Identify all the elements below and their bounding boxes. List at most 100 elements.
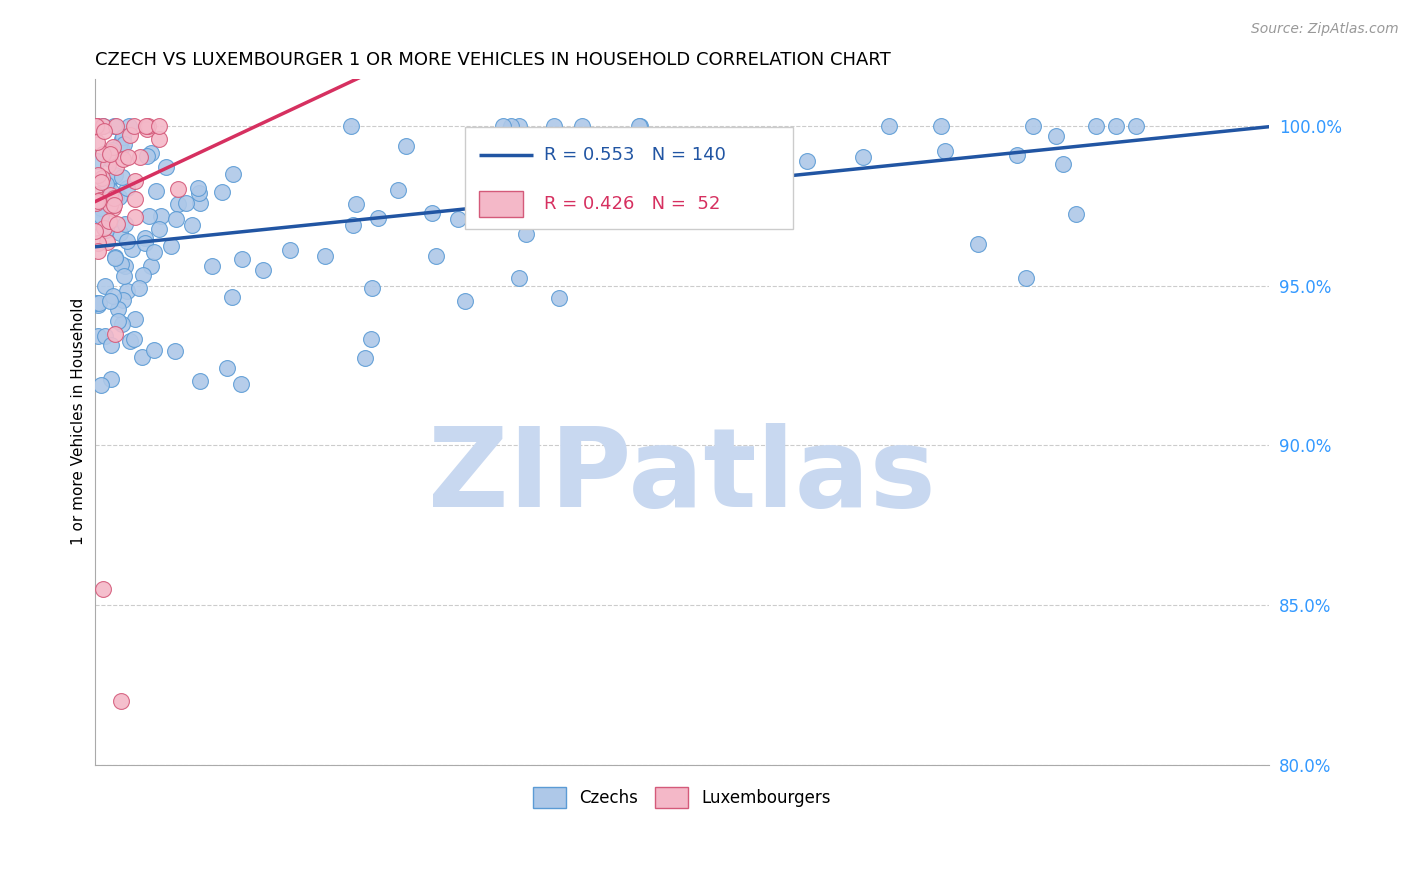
FancyBboxPatch shape bbox=[478, 191, 523, 217]
FancyBboxPatch shape bbox=[464, 127, 793, 229]
Point bbox=[425, 249, 447, 263]
Point bbox=[342, 219, 364, 233]
Point bbox=[188, 374, 211, 388]
Point bbox=[91, 120, 114, 134]
Point bbox=[215, 361, 238, 376]
Point bbox=[124, 210, 146, 224]
Point bbox=[606, 161, 628, 175]
Point bbox=[547, 291, 569, 305]
Point bbox=[91, 582, 114, 596]
Point bbox=[98, 198, 121, 212]
Point bbox=[134, 235, 156, 250]
Point bbox=[571, 120, 593, 134]
Point bbox=[111, 169, 134, 184]
Point bbox=[229, 377, 252, 392]
Point bbox=[454, 293, 477, 308]
Point bbox=[344, 196, 367, 211]
Point bbox=[118, 334, 141, 348]
Point bbox=[603, 179, 626, 194]
Point bbox=[112, 152, 135, 166]
Point bbox=[360, 332, 382, 346]
Point bbox=[84, 186, 107, 201]
Text: R = 0.553   N = 140: R = 0.553 N = 140 bbox=[544, 146, 727, 164]
Point bbox=[543, 120, 565, 134]
Point bbox=[163, 344, 186, 359]
Point bbox=[104, 168, 127, 182]
Point bbox=[110, 694, 132, 708]
Point bbox=[87, 194, 110, 209]
Point bbox=[1015, 271, 1038, 285]
Point bbox=[120, 128, 142, 142]
Point bbox=[110, 141, 132, 155]
Point bbox=[498, 130, 520, 145]
Point bbox=[252, 262, 274, 277]
Point bbox=[492, 120, 515, 134]
Point bbox=[472, 210, 495, 224]
Point bbox=[143, 244, 166, 259]
Point bbox=[111, 130, 134, 145]
Point bbox=[515, 227, 537, 241]
Point bbox=[101, 143, 124, 157]
Point bbox=[167, 182, 190, 196]
Point bbox=[129, 150, 152, 164]
Point bbox=[111, 131, 134, 145]
Point bbox=[101, 201, 124, 215]
Point bbox=[222, 167, 245, 181]
Point bbox=[93, 221, 115, 235]
Point bbox=[796, 154, 818, 169]
Point bbox=[97, 174, 120, 188]
Point bbox=[339, 120, 361, 134]
Point bbox=[115, 284, 138, 298]
Point bbox=[187, 186, 209, 200]
Point bbox=[103, 198, 125, 212]
Point bbox=[86, 154, 108, 169]
Point bbox=[96, 235, 118, 249]
Point bbox=[136, 149, 159, 163]
Point bbox=[155, 160, 177, 174]
Point bbox=[90, 175, 112, 189]
Point bbox=[662, 130, 685, 145]
Point bbox=[187, 180, 209, 194]
Point bbox=[117, 235, 139, 249]
Point bbox=[1052, 157, 1074, 171]
Point bbox=[499, 120, 522, 134]
Point bbox=[128, 281, 150, 295]
Point bbox=[165, 212, 187, 227]
Point bbox=[108, 227, 131, 241]
Point bbox=[278, 243, 301, 257]
Point bbox=[117, 120, 139, 134]
Point bbox=[86, 202, 108, 216]
Point bbox=[104, 326, 127, 341]
Point bbox=[87, 295, 110, 310]
Point bbox=[931, 120, 953, 134]
Point bbox=[93, 124, 115, 138]
Point bbox=[135, 120, 157, 134]
Point bbox=[87, 236, 110, 251]
Point bbox=[628, 120, 651, 134]
Point bbox=[105, 217, 128, 231]
Point bbox=[174, 196, 197, 211]
Point bbox=[1064, 207, 1087, 221]
Point bbox=[478, 136, 501, 151]
Point bbox=[100, 372, 122, 386]
Point bbox=[122, 332, 145, 346]
Text: CZECH VS LUXEMBOURGER 1 OR MORE VEHICLES IN HOUSEHOLD CORRELATION CHART: CZECH VS LUXEMBOURGER 1 OR MORE VEHICLES… bbox=[94, 51, 890, 69]
Point bbox=[181, 218, 204, 232]
Point bbox=[1022, 120, 1045, 134]
Point bbox=[84, 224, 107, 238]
Point bbox=[90, 201, 112, 215]
Point bbox=[100, 338, 122, 352]
Point bbox=[1105, 120, 1128, 134]
Point bbox=[94, 279, 117, 293]
Point bbox=[361, 281, 384, 295]
Point bbox=[114, 217, 136, 231]
Point bbox=[105, 161, 128, 175]
Point bbox=[1045, 129, 1067, 144]
Text: ZIPatlas: ZIPatlas bbox=[427, 423, 936, 530]
Point bbox=[166, 197, 188, 211]
Point bbox=[98, 293, 121, 308]
Point bbox=[201, 259, 224, 273]
Point bbox=[97, 213, 120, 227]
Point bbox=[121, 242, 143, 256]
Point bbox=[107, 190, 129, 204]
